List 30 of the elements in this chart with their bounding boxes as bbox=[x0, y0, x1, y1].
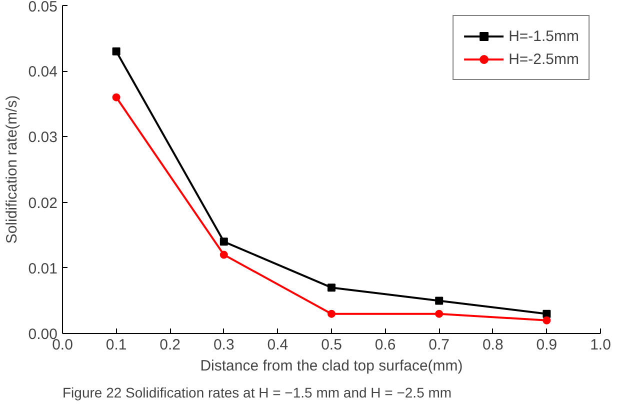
x-tick-label: 0.1 bbox=[106, 336, 127, 354]
point bbox=[220, 238, 228, 246]
point bbox=[328, 284, 336, 292]
y-tick-label: 0.02 bbox=[28, 194, 58, 212]
x-tick-label: 0.7 bbox=[428, 336, 450, 354]
y-tick-label: 0.01 bbox=[28, 260, 58, 278]
x-tick-label: 0.9 bbox=[536, 336, 558, 354]
x-tick-label: 0.6 bbox=[374, 336, 396, 354]
y-tick-label: 0.05 bbox=[28, 0, 58, 16]
x-tick-label: 0.4 bbox=[267, 336, 288, 354]
x-tick-label: 0.2 bbox=[160, 336, 181, 354]
point bbox=[328, 310, 336, 318]
x-tick-label: 0.3 bbox=[213, 336, 234, 354]
point bbox=[435, 310, 444, 318]
y-tick-label: 0.04 bbox=[28, 64, 58, 81]
point bbox=[112, 93, 120, 102]
point bbox=[435, 296, 444, 305]
x-tick-label: 0.5 bbox=[321, 336, 342, 354]
point bbox=[542, 310, 551, 318]
point bbox=[220, 250, 228, 259]
point bbox=[112, 47, 120, 56]
legend-label: H=-1.5mm bbox=[508, 28, 579, 44]
point bbox=[542, 316, 551, 324]
x-tick-label: 1.0 bbox=[590, 336, 611, 354]
x-axis-title: Distance from the clad top surface(mm) bbox=[200, 358, 463, 374]
y-tick-label: 0.03 bbox=[28, 129, 58, 146]
legend-label: H=-2.5mm bbox=[508, 50, 579, 68]
y-axis-title: Solidification rate(m/s) bbox=[3, 95, 20, 244]
caption: Figure 22 Solidification rates at H = −1.5 mm and H = −2.5 mm bbox=[62, 384, 452, 400]
x-tick-label: 0.8 bbox=[482, 336, 504, 354]
